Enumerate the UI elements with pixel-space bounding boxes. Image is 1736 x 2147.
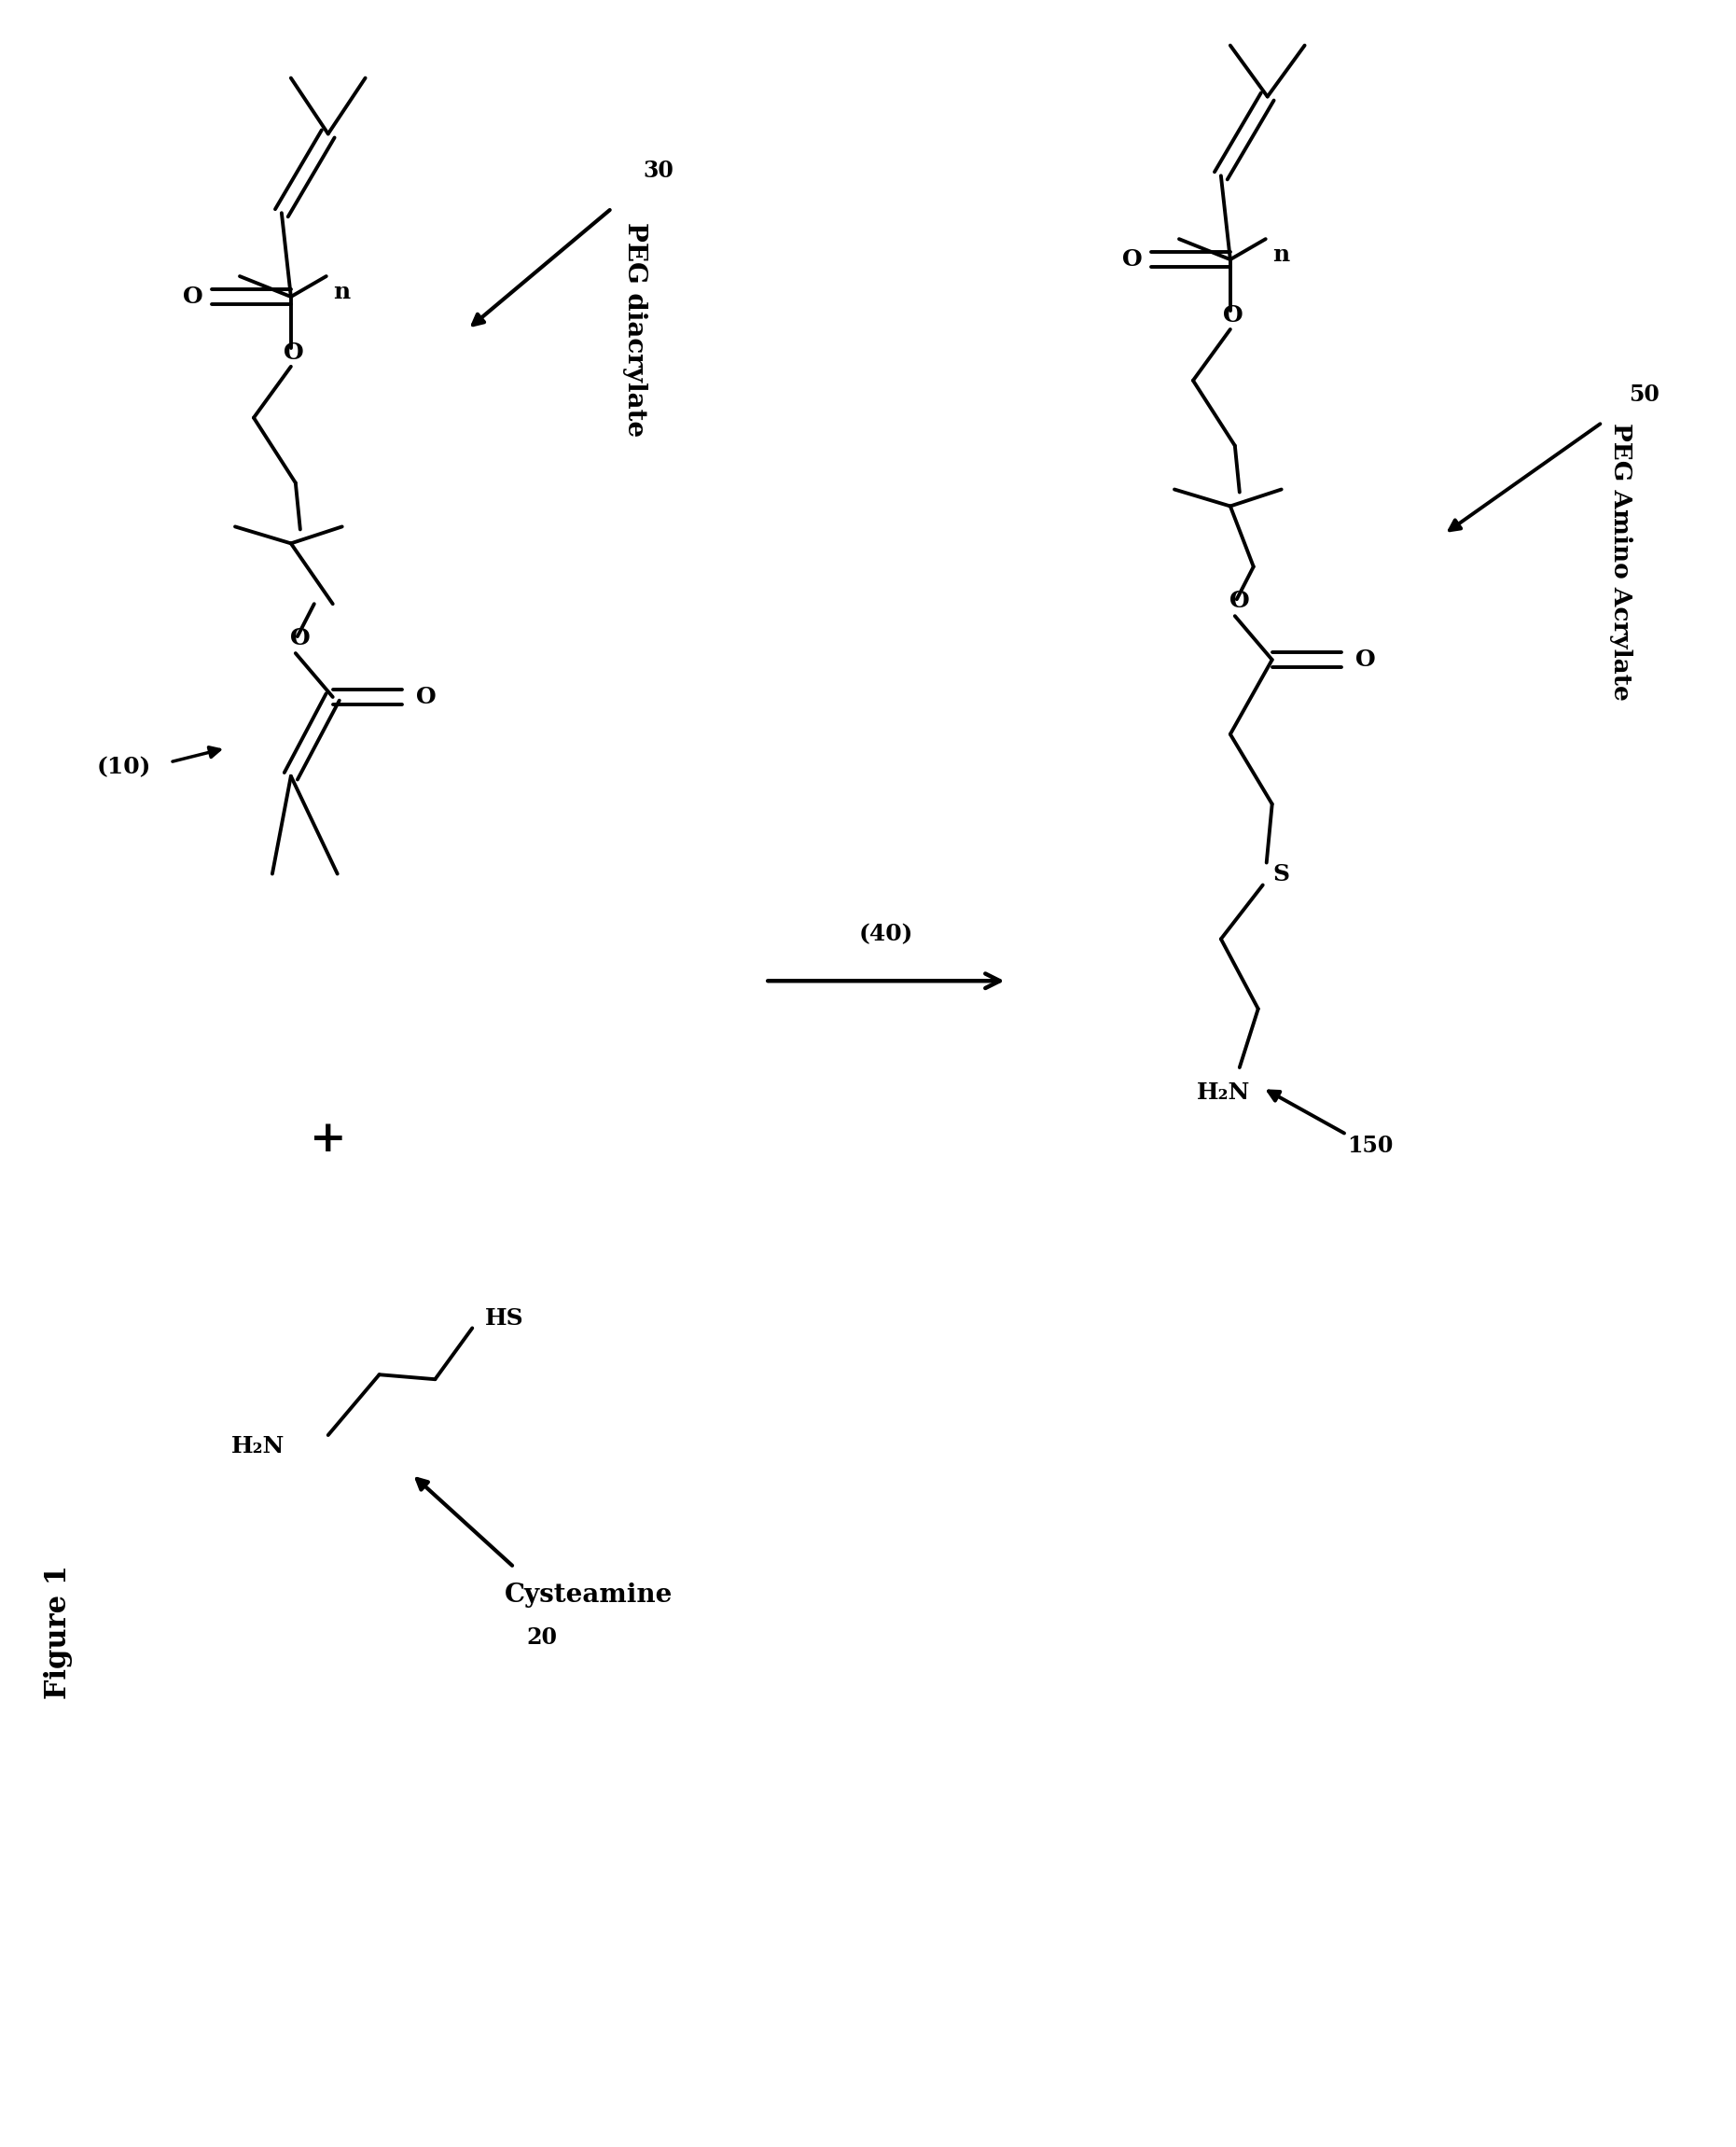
- Text: +: +: [309, 1119, 347, 1162]
- Text: O: O: [1123, 249, 1142, 271]
- Text: H₂N: H₂N: [1198, 1082, 1250, 1104]
- Text: O: O: [1222, 305, 1243, 326]
- Text: 20: 20: [526, 1625, 557, 1649]
- Text: 150: 150: [1347, 1134, 1392, 1157]
- Text: Cysteamine: Cysteamine: [505, 1582, 672, 1608]
- Text: O: O: [182, 286, 203, 307]
- Text: (40): (40): [859, 923, 913, 945]
- Text: (10): (10): [95, 756, 151, 777]
- Text: HS: HS: [486, 1308, 524, 1329]
- Text: n: n: [333, 281, 351, 303]
- Text: 50: 50: [1628, 384, 1660, 406]
- Text: O: O: [290, 627, 311, 651]
- Text: PEG diacrylate: PEG diacrylate: [623, 221, 648, 436]
- Text: S: S: [1272, 863, 1290, 885]
- Text: Figure 1: Figure 1: [43, 1565, 73, 1700]
- Text: n: n: [1272, 243, 1290, 266]
- Text: O: O: [1356, 648, 1375, 672]
- Text: O: O: [415, 685, 436, 709]
- Text: O: O: [1229, 590, 1250, 612]
- Text: 30: 30: [642, 159, 674, 182]
- Text: PEG Amino Acrylate: PEG Amino Acrylate: [1609, 423, 1632, 700]
- Text: H₂N: H₂N: [231, 1434, 285, 1458]
- Text: O: O: [283, 341, 304, 363]
